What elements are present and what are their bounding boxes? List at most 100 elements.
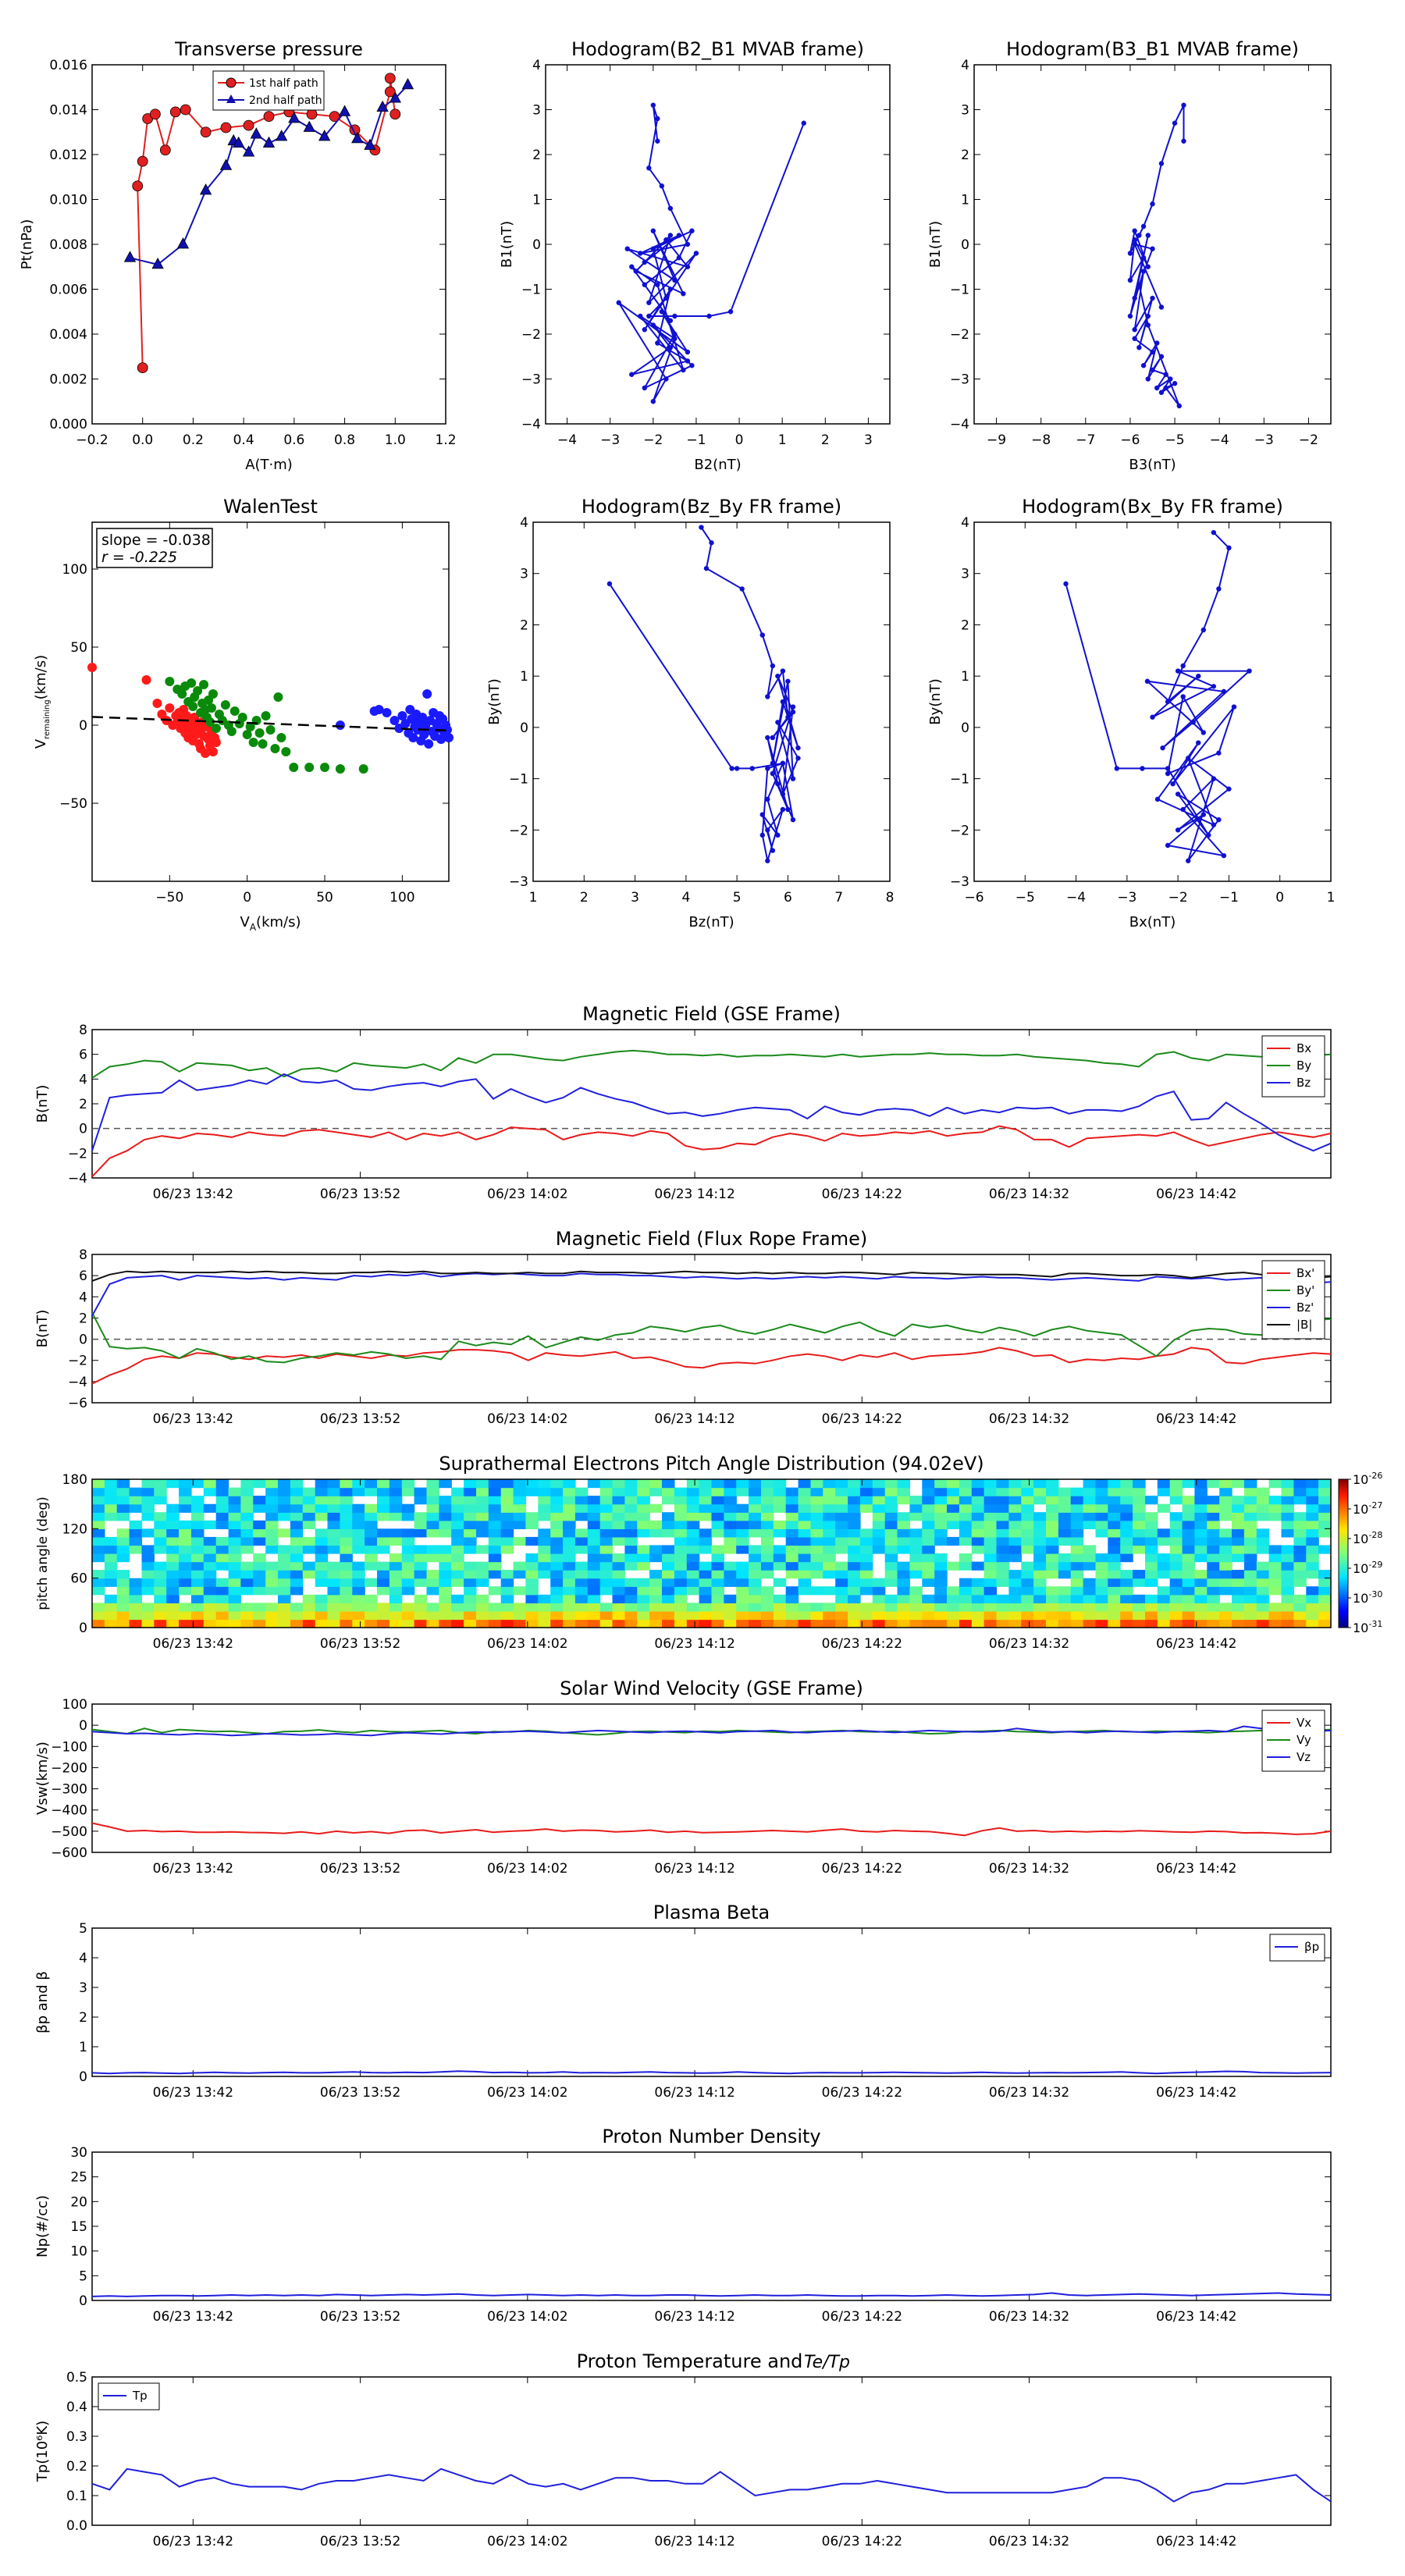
heatmap-cell <box>340 1570 353 1579</box>
heatmap-cell <box>278 1603 291 1612</box>
heatmap-cell <box>401 1570 415 1579</box>
heatmap-cell <box>574 1603 589 1612</box>
heatmap-cell <box>513 1479 527 1489</box>
heatmap-cell <box>129 1536 143 1546</box>
heatmap-cell <box>1021 1594 1034 1603</box>
heatmap-cell <box>476 1570 489 1579</box>
heatmap-cell <box>315 1487 329 1496</box>
heatmap-cell <box>129 1503 143 1513</box>
y-tick-label: 6 <box>79 1048 87 1063</box>
data-point <box>672 313 678 319</box>
heatmap-cell <box>550 1520 564 1529</box>
heatmap-cell <box>1046 1528 1059 1538</box>
heatmap-cell <box>340 1496 353 1505</box>
heatmap-cell <box>848 1528 861 1538</box>
heatmap-cell <box>401 1479 415 1489</box>
heatmap-cell <box>389 1479 403 1489</box>
x-axis-label-unit: (km/s) <box>256 914 301 930</box>
heatmap-cell <box>587 1536 601 1546</box>
heatmap-cell <box>1256 1496 1270 1505</box>
heatmap-cell <box>624 1594 638 1603</box>
heatmap-cell <box>686 1561 700 1571</box>
heatmap-cell <box>835 1545 848 1554</box>
time-tick-label: 06/23 14:22 <box>822 1861 902 1877</box>
heatmap-cell <box>1306 1619 1319 1628</box>
heatmap-cell <box>215 1553 229 1563</box>
heatmap-cell <box>574 1570 589 1579</box>
heatmap-cell <box>1021 1561 1034 1571</box>
heatmap-cell <box>1083 1496 1097 1505</box>
heatmap-cell <box>884 1578 898 1587</box>
data-point <box>137 362 148 374</box>
y-tick-label: 8 <box>79 1023 87 1038</box>
heatmap-cell <box>612 1520 625 1529</box>
heatmap-cell <box>1268 1561 1282 1571</box>
heatmap-cell <box>587 1512 601 1521</box>
heatmap-cell <box>476 1603 489 1612</box>
heatmap-cell <box>129 1528 143 1538</box>
heatmap-cell <box>377 1578 390 1587</box>
heatmap-cell <box>909 1503 923 1513</box>
heatmap-cell <box>116 1570 130 1579</box>
heatmap-cell <box>1008 1610 1022 1621</box>
heatmap-cell <box>513 1610 527 1621</box>
heatmap-cell <box>215 1610 229 1621</box>
x-tick-label: 100 <box>389 890 414 906</box>
heatmap-cell <box>823 1512 836 1521</box>
heatmap-cell <box>1281 1619 1294 1628</box>
heatmap-cell <box>278 1545 291 1554</box>
heatmap-cell <box>848 1545 861 1554</box>
heatmap-cell <box>1021 1578 1034 1587</box>
data-point <box>739 586 745 592</box>
heatmap-cell <box>637 1586 650 1596</box>
heatmap-cell <box>1243 1545 1257 1554</box>
heatmap-cell <box>934 1536 948 1546</box>
heatmap-cell <box>166 1536 180 1546</box>
heatmap-cell <box>761 1496 774 1505</box>
heatmap-cell <box>711 1528 724 1538</box>
y-tick-label: 120 <box>62 1521 87 1537</box>
heatmap-cell <box>749 1570 762 1579</box>
heatmap-cell <box>823 1619 836 1628</box>
heatmap-cell <box>773 1619 787 1628</box>
heatmap-cell <box>823 1496 836 1505</box>
heatmap-cell <box>315 1528 329 1538</box>
data-point <box>200 126 212 138</box>
heatmap-cell <box>426 1487 439 1496</box>
heatmap-cell <box>1293 1536 1307 1546</box>
heatmap-cell <box>897 1512 910 1521</box>
heatmap-cell <box>290 1619 304 1628</box>
data-point <box>1172 120 1178 126</box>
heatmap-cell <box>897 1536 910 1546</box>
heatmap-cell <box>785 1503 799 1513</box>
heatmap-cell <box>749 1512 762 1521</box>
heatmap-cell <box>810 1496 823 1505</box>
heatmap-cell <box>1268 1479 1282 1489</box>
heatmap-cell <box>1133 1578 1146 1587</box>
heatmap-cell <box>1268 1503 1282 1513</box>
heatmap-cell <box>934 1479 948 1489</box>
legend-label: Bz' <box>1297 1300 1314 1315</box>
heatmap-cell <box>1194 1545 1208 1554</box>
y-tick-label: −3 <box>521 372 541 388</box>
series-line <box>1065 532 1252 862</box>
heatmap-cell <box>984 1528 998 1538</box>
heatmap-cell <box>525 1586 539 1596</box>
heatmap-cell <box>1268 1610 1282 1621</box>
heatmap-cell <box>166 1520 180 1529</box>
heatmap-cell <box>922 1520 935 1529</box>
heatmap-cell <box>686 1496 700 1505</box>
heatmap-cell <box>141 1578 155 1587</box>
heatmap-cell <box>1108 1603 1121 1612</box>
heatmap-cell <box>1268 1553 1282 1563</box>
heatmap-cell <box>699 1512 713 1521</box>
heatmap-cell <box>1318 1603 1332 1612</box>
heatmap-cell <box>637 1603 650 1612</box>
y-tick-label: 0 <box>520 720 528 736</box>
heatmap-cell <box>823 1503 836 1513</box>
data-point <box>646 300 652 305</box>
heatmap-cell <box>401 1512 415 1521</box>
heatmap-cell <box>1008 1503 1022 1513</box>
data-point <box>1216 817 1222 823</box>
heatmap-cell <box>984 1479 998 1489</box>
